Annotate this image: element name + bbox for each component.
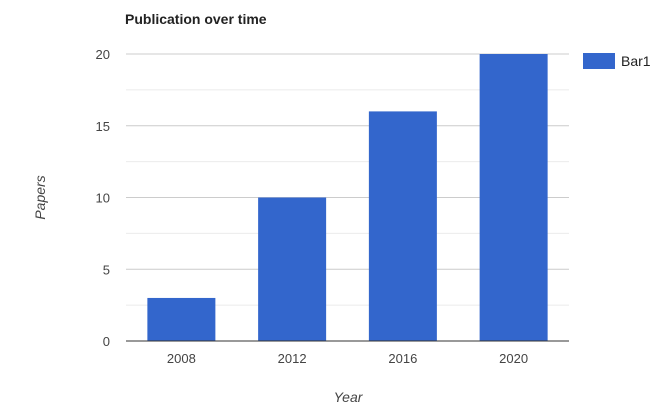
x-tick-label: 2020 [499, 351, 528, 366]
legend-swatch [583, 53, 615, 69]
bar [479, 54, 548, 341]
x-tick-label: 2012 [278, 351, 307, 366]
y-tick-label: 20 [96, 47, 110, 62]
x-axis-ticks: 2008 2012 2016 2020 [167, 351, 528, 366]
y-tick-label: 0 [103, 334, 110, 349]
y-tick-label: 10 [96, 191, 110, 206]
legend-label: Bar1 [621, 53, 651, 69]
chart-title: Publication over time [125, 11, 267, 27]
y-axis-label: Papers [32, 175, 48, 219]
bars [147, 54, 548, 342]
x-tick-label: 2008 [167, 351, 196, 366]
x-axis-label: Year [334, 389, 364, 405]
y-tick-label: 5 [103, 262, 110, 277]
x-tick-label: 2016 [388, 351, 417, 366]
bar [368, 111, 437, 342]
bar [258, 197, 327, 341]
bar [147, 297, 216, 341]
y-axis-ticks: 0 5 10 15 20 [96, 47, 110, 349]
grid-lines [126, 53, 569, 306]
y-tick-label: 15 [96, 119, 110, 134]
legend: Bar1 [583, 53, 651, 69]
